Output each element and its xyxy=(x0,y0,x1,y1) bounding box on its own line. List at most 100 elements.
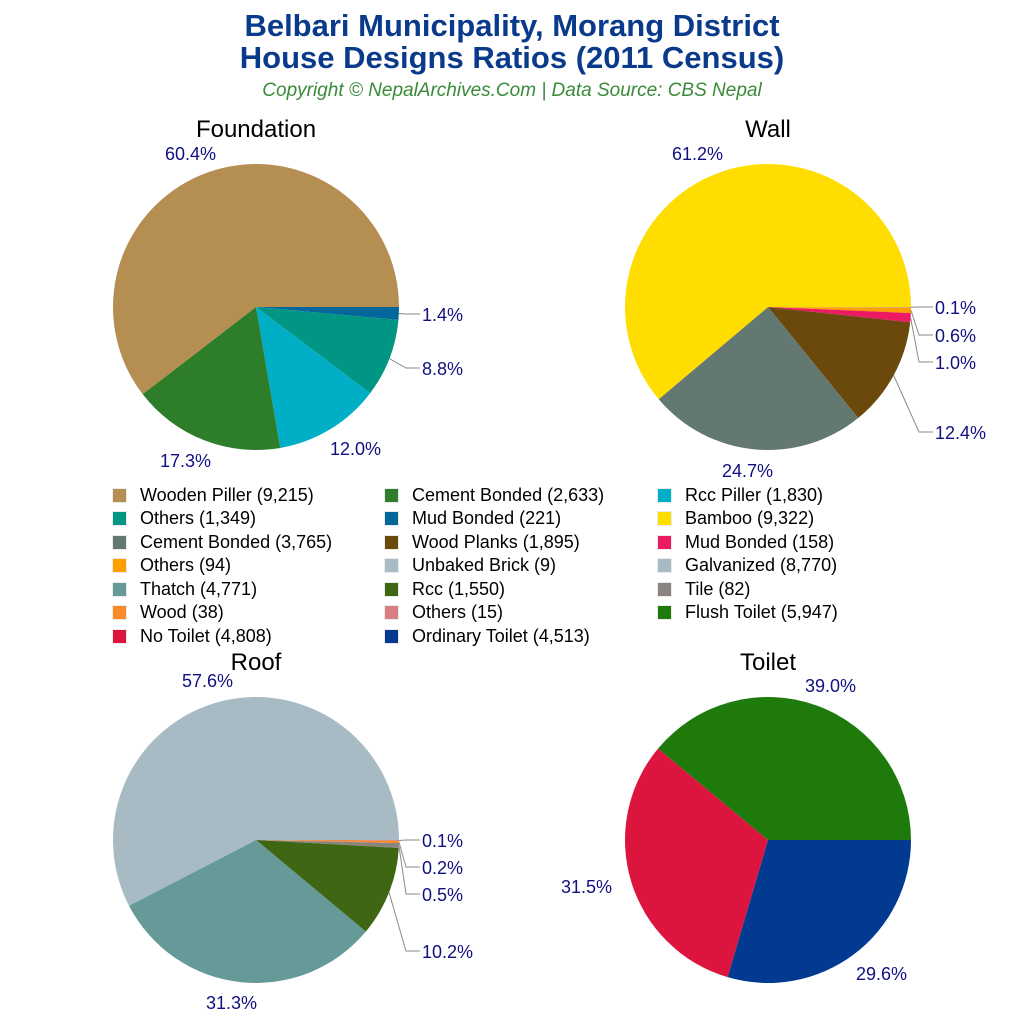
legend-swatch-icon xyxy=(113,559,126,572)
legend-swatch-icon xyxy=(113,535,126,549)
percent-label: 31.3% xyxy=(206,993,257,1013)
legend-swatch-icon xyxy=(658,535,671,549)
leader-line xyxy=(389,358,420,369)
legend-item: Galvanized (8,770) xyxy=(658,555,837,577)
pie-slice xyxy=(658,307,859,451)
chart-title-line1: Belbari Municipality, Morang District xyxy=(244,8,780,43)
legend-item: Others (94) xyxy=(113,555,231,577)
pie-title: Foundation xyxy=(196,116,316,143)
legend-item: Mud Bonded (158) xyxy=(658,531,834,553)
legend-swatch-icon xyxy=(385,629,398,643)
percent-label: 0.2% xyxy=(422,858,463,878)
legend-label: No Toilet (4,808) xyxy=(140,625,272,646)
legend-item: Bamboo (9,322) xyxy=(658,508,814,530)
legend-item: Wood (38) xyxy=(113,602,224,624)
legend-item: Thatch (4,771) xyxy=(113,578,257,600)
pie-slice xyxy=(256,840,399,844)
legend-item: No Toilet (4,808) xyxy=(113,625,272,647)
leader-line xyxy=(893,375,933,433)
legend-swatch-icon xyxy=(113,488,126,502)
percent-label: 29.6% xyxy=(856,964,907,984)
pie-slice xyxy=(625,164,911,400)
legend-item: Flush Toilet (5,947) xyxy=(658,602,838,624)
legend-label: Rcc (1,550) xyxy=(412,578,506,599)
pie-title: Wall xyxy=(745,116,791,143)
legend-label: Tile (82) xyxy=(685,578,751,599)
pie-slice xyxy=(768,307,911,308)
percent-label: 57.6% xyxy=(182,671,233,691)
pie-title: Toilet xyxy=(740,649,796,676)
percent-label: 0.5% xyxy=(422,885,463,905)
pie-slice xyxy=(768,307,911,323)
pie-slice xyxy=(256,840,399,932)
legend-label: Wooden Piller (9,215) xyxy=(140,484,314,505)
pie-title: Roof xyxy=(231,649,282,676)
percent-label: 1.0% xyxy=(935,353,976,373)
legend-label: Ordinary Toilet (4,513) xyxy=(412,625,590,646)
legend-swatch-icon xyxy=(385,582,398,596)
legend-swatch-icon xyxy=(113,582,126,596)
legend-label: Cement Bonded (2,633) xyxy=(412,484,605,505)
legend-swatch-icon xyxy=(385,606,398,619)
pie-toilet: Toilet 29.6% 31.5% 39.0% xyxy=(561,649,911,984)
pie-slice xyxy=(624,748,768,978)
percent-label: 17.3% xyxy=(160,451,211,471)
legend-swatch-icon xyxy=(385,512,398,525)
leader-line xyxy=(388,892,420,952)
leader-line xyxy=(398,845,420,895)
chart-title-line2: House Designs Ratios (2011 Census) xyxy=(239,40,785,75)
legend-swatch-icon xyxy=(658,488,671,502)
legend-label: Wood Planks (1,895) xyxy=(412,531,580,552)
legend-label: Thatch (4,771) xyxy=(140,578,258,599)
pie-slice xyxy=(113,163,400,395)
legend-label: Others (1,349) xyxy=(140,508,257,528)
legend-item: Rcc Piller (1,830) xyxy=(658,484,823,506)
pie-slice xyxy=(113,697,399,906)
leader-line xyxy=(910,310,933,336)
pie-wall: Wall 0.1% 0.6% 1.0% 12.4% 24.7% 61.2% xyxy=(625,116,986,481)
legend-item: Others (15) xyxy=(385,602,503,624)
pie-slice xyxy=(142,307,281,450)
legend-item: Ordinary Toilet (4,513) xyxy=(385,625,590,647)
legend-swatch-icon xyxy=(658,606,671,619)
legend-label: Flush Toilet (5,947) xyxy=(685,602,838,622)
percent-label: 39.0% xyxy=(805,676,856,696)
legend-swatch-icon xyxy=(113,512,126,525)
pie-slice xyxy=(256,307,399,321)
chart-subtitle: Copyright © NepalArchives.Com | Data Sou… xyxy=(262,80,762,101)
legend-swatch-icon xyxy=(385,535,398,549)
legend-label: Others (94) xyxy=(140,555,232,575)
percent-label: 12.4% xyxy=(935,423,986,443)
percent-label: 31.5% xyxy=(561,877,612,897)
legend-label: Mud Bonded (158) xyxy=(685,531,835,552)
legend-swatch-icon xyxy=(113,629,126,643)
legend-item: Cement Bonded (3,765) xyxy=(113,531,332,553)
legend-label: Wood (38) xyxy=(140,602,224,622)
percent-label: 0.6% xyxy=(935,326,976,346)
legend-item: Others (1,349) xyxy=(113,508,256,530)
legend-swatch-icon xyxy=(113,606,126,619)
pie-slice xyxy=(658,697,911,840)
legend-item: Rcc (1,550) xyxy=(385,578,505,600)
legend-swatch-icon xyxy=(658,559,671,572)
legend-item: Tile (82) xyxy=(658,578,750,600)
percent-label: 61.2% xyxy=(672,144,723,164)
legend-swatch-icon xyxy=(385,559,398,572)
percent-label: 24.7% xyxy=(722,461,773,481)
legend-item: Mud Bonded (221) xyxy=(385,508,561,530)
percent-label: 10.2% xyxy=(422,942,473,962)
legend-swatch-icon xyxy=(385,488,398,502)
percent-label: 1.4% xyxy=(422,305,463,325)
pie-slice xyxy=(256,307,399,394)
pie-slice xyxy=(768,307,911,314)
legend-label: Unbaked Brick (9) xyxy=(412,555,557,575)
legend-label: Cement Bonded (3,765) xyxy=(140,531,333,552)
legend-swatch-icon xyxy=(658,512,671,525)
pie-slice xyxy=(256,840,400,841)
legend-label: Rcc Piller (1,830) xyxy=(685,484,824,505)
legend-item: Unbaked Brick (9) xyxy=(385,555,556,577)
pie-foundation: Foundation 1.4% 8.8% 12.0% 17.3% 60.4% xyxy=(113,116,463,471)
legend-item: Wooden Piller (9,215) xyxy=(113,484,314,506)
legend-label: Others (15) xyxy=(412,602,504,622)
